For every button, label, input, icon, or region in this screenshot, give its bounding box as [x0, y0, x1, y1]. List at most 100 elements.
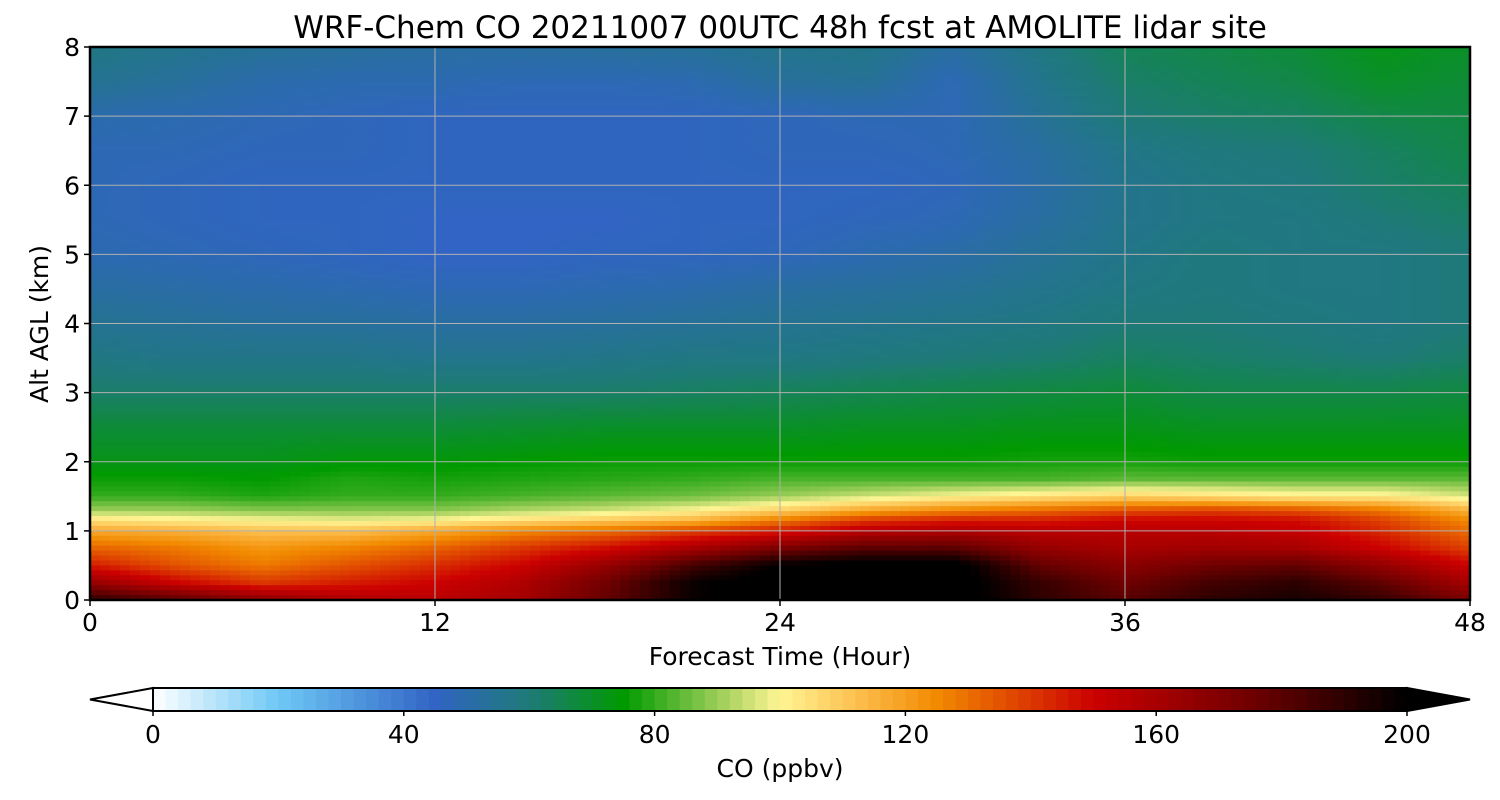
heatmap-cell: [370, 66, 381, 73]
heatmap-cell: [230, 81, 241, 88]
heatmap-cell: [990, 126, 1001, 132]
heatmap-cell: [230, 145, 241, 152]
heatmap-cell: [380, 190, 391, 196]
heatmap-cell: [400, 126, 411, 132]
heatmap-cell: [420, 51, 431, 58]
heatmap-cell: [1070, 116, 1081, 122]
heatmap-cell: [1230, 165, 1241, 172]
heatmap-cell: [340, 86, 351, 93]
heatmap-cell: [1220, 219, 1231, 226]
heatmap-cell: [1380, 86, 1391, 93]
heatmap-cell: [240, 185, 251, 191]
heatmap-cell: [90, 66, 101, 73]
heatmap-cell: [490, 170, 501, 176]
heatmap-cell: [1260, 214, 1271, 221]
heatmap-cell: [760, 165, 771, 172]
heatmap-cell: [170, 61, 181, 68]
heatmap-cell: [1280, 96, 1291, 102]
heatmap-cell: [250, 106, 261, 112]
heatmap-cell: [210, 71, 221, 78]
heatmap-cell: [1150, 205, 1161, 211]
heatmap-cell: [1280, 106, 1291, 112]
heatmap-cell: [1350, 116, 1361, 122]
heatmap-cell: [850, 81, 861, 88]
heatmap-cell: [230, 190, 241, 196]
heatmap-cell: [330, 209, 341, 216]
heatmap-cell: [650, 130, 661, 137]
heatmap-cell: [1060, 145, 1071, 152]
heatmap-cell: [790, 47, 801, 53]
heatmap-cell: [750, 116, 761, 122]
heatmap-cell: [230, 224, 241, 231]
heatmap-cell: [480, 81, 491, 88]
heatmap-cell: [280, 190, 291, 196]
heatmap-cell: [1210, 66, 1221, 73]
heatmap-cell: [770, 106, 781, 112]
heatmap-cell: [1180, 205, 1191, 211]
heatmap-cell: [360, 106, 371, 112]
heatmap-cell: [1090, 150, 1101, 157]
heatmap-cell: [90, 190, 101, 196]
heatmap-cell: [1450, 121, 1461, 127]
heatmap-cell: [1070, 71, 1081, 78]
heatmap-cell: [760, 214, 771, 221]
heatmap-cell: [750, 91, 761, 97]
heatmap-cell: [1380, 116, 1391, 122]
heatmap-cell: [330, 180, 341, 186]
heatmap-cell: [940, 96, 951, 102]
heatmap-cell: [660, 209, 671, 216]
heatmap-cell: [1440, 106, 1451, 112]
heatmap-cell: [280, 56, 291, 63]
heatmap-cell: [140, 155, 151, 162]
heatmap-cell: [700, 76, 711, 83]
heatmap-cell: [890, 126, 901, 132]
heatmap-cell: [830, 175, 841, 181]
heatmap-cell: [320, 219, 331, 226]
heatmap-cell: [380, 205, 391, 211]
heatmap-cell: [970, 140, 981, 147]
heatmap-cell: [300, 47, 311, 53]
heatmap-cell: [240, 155, 251, 162]
heatmap-cell: [630, 96, 641, 102]
heatmap-cell: [590, 190, 601, 196]
heatmap-cell: [1160, 214, 1171, 221]
heatmap-cell: [300, 91, 311, 97]
heatmap-cell: [1050, 66, 1061, 73]
heatmap-cell: [130, 145, 141, 152]
heatmap-cell: [130, 56, 141, 63]
heatmap-cell: [1340, 106, 1351, 112]
heatmap-cell: [1420, 150, 1431, 157]
heatmap-cell: [650, 126, 661, 132]
heatmap-cell: [620, 71, 631, 78]
heatmap-cell: [890, 51, 901, 58]
heatmap-cell: [740, 47, 751, 53]
heatmap-cell: [1370, 145, 1381, 152]
heatmap-cell: [1000, 170, 1011, 176]
heatmap-cell: [570, 71, 581, 78]
heatmap-cell: [650, 116, 661, 122]
heatmap-cell: [980, 135, 991, 142]
heatmap-cell: [1450, 155, 1461, 162]
heatmap-cell: [680, 126, 691, 132]
heatmap-cell: [1040, 130, 1051, 137]
heatmap-cell: [540, 106, 551, 112]
heatmap-cell: [350, 130, 361, 137]
heatmap-cell: [1360, 205, 1371, 211]
heatmap-cell: [800, 96, 811, 102]
heatmap-cell: [860, 106, 871, 112]
heatmap-cell: [1460, 180, 1470, 186]
heatmap-cell: [1150, 130, 1161, 137]
heatmap-cell: [940, 47, 951, 53]
heatmap-cell: [1300, 126, 1311, 132]
heatmap-cell: [730, 111, 741, 117]
heatmap-cell: [820, 47, 831, 53]
heatmap-cell: [1160, 101, 1171, 107]
heatmap-cell: [850, 195, 861, 201]
heatmap-cell: [1080, 116, 1091, 122]
heatmap-cell: [1430, 135, 1441, 142]
heatmap-cell: [590, 96, 601, 102]
heatmap-cell: [180, 209, 191, 216]
heatmap-cell: [1420, 195, 1431, 201]
heatmap-cell: [320, 111, 331, 117]
heatmap-cell: [300, 150, 311, 157]
